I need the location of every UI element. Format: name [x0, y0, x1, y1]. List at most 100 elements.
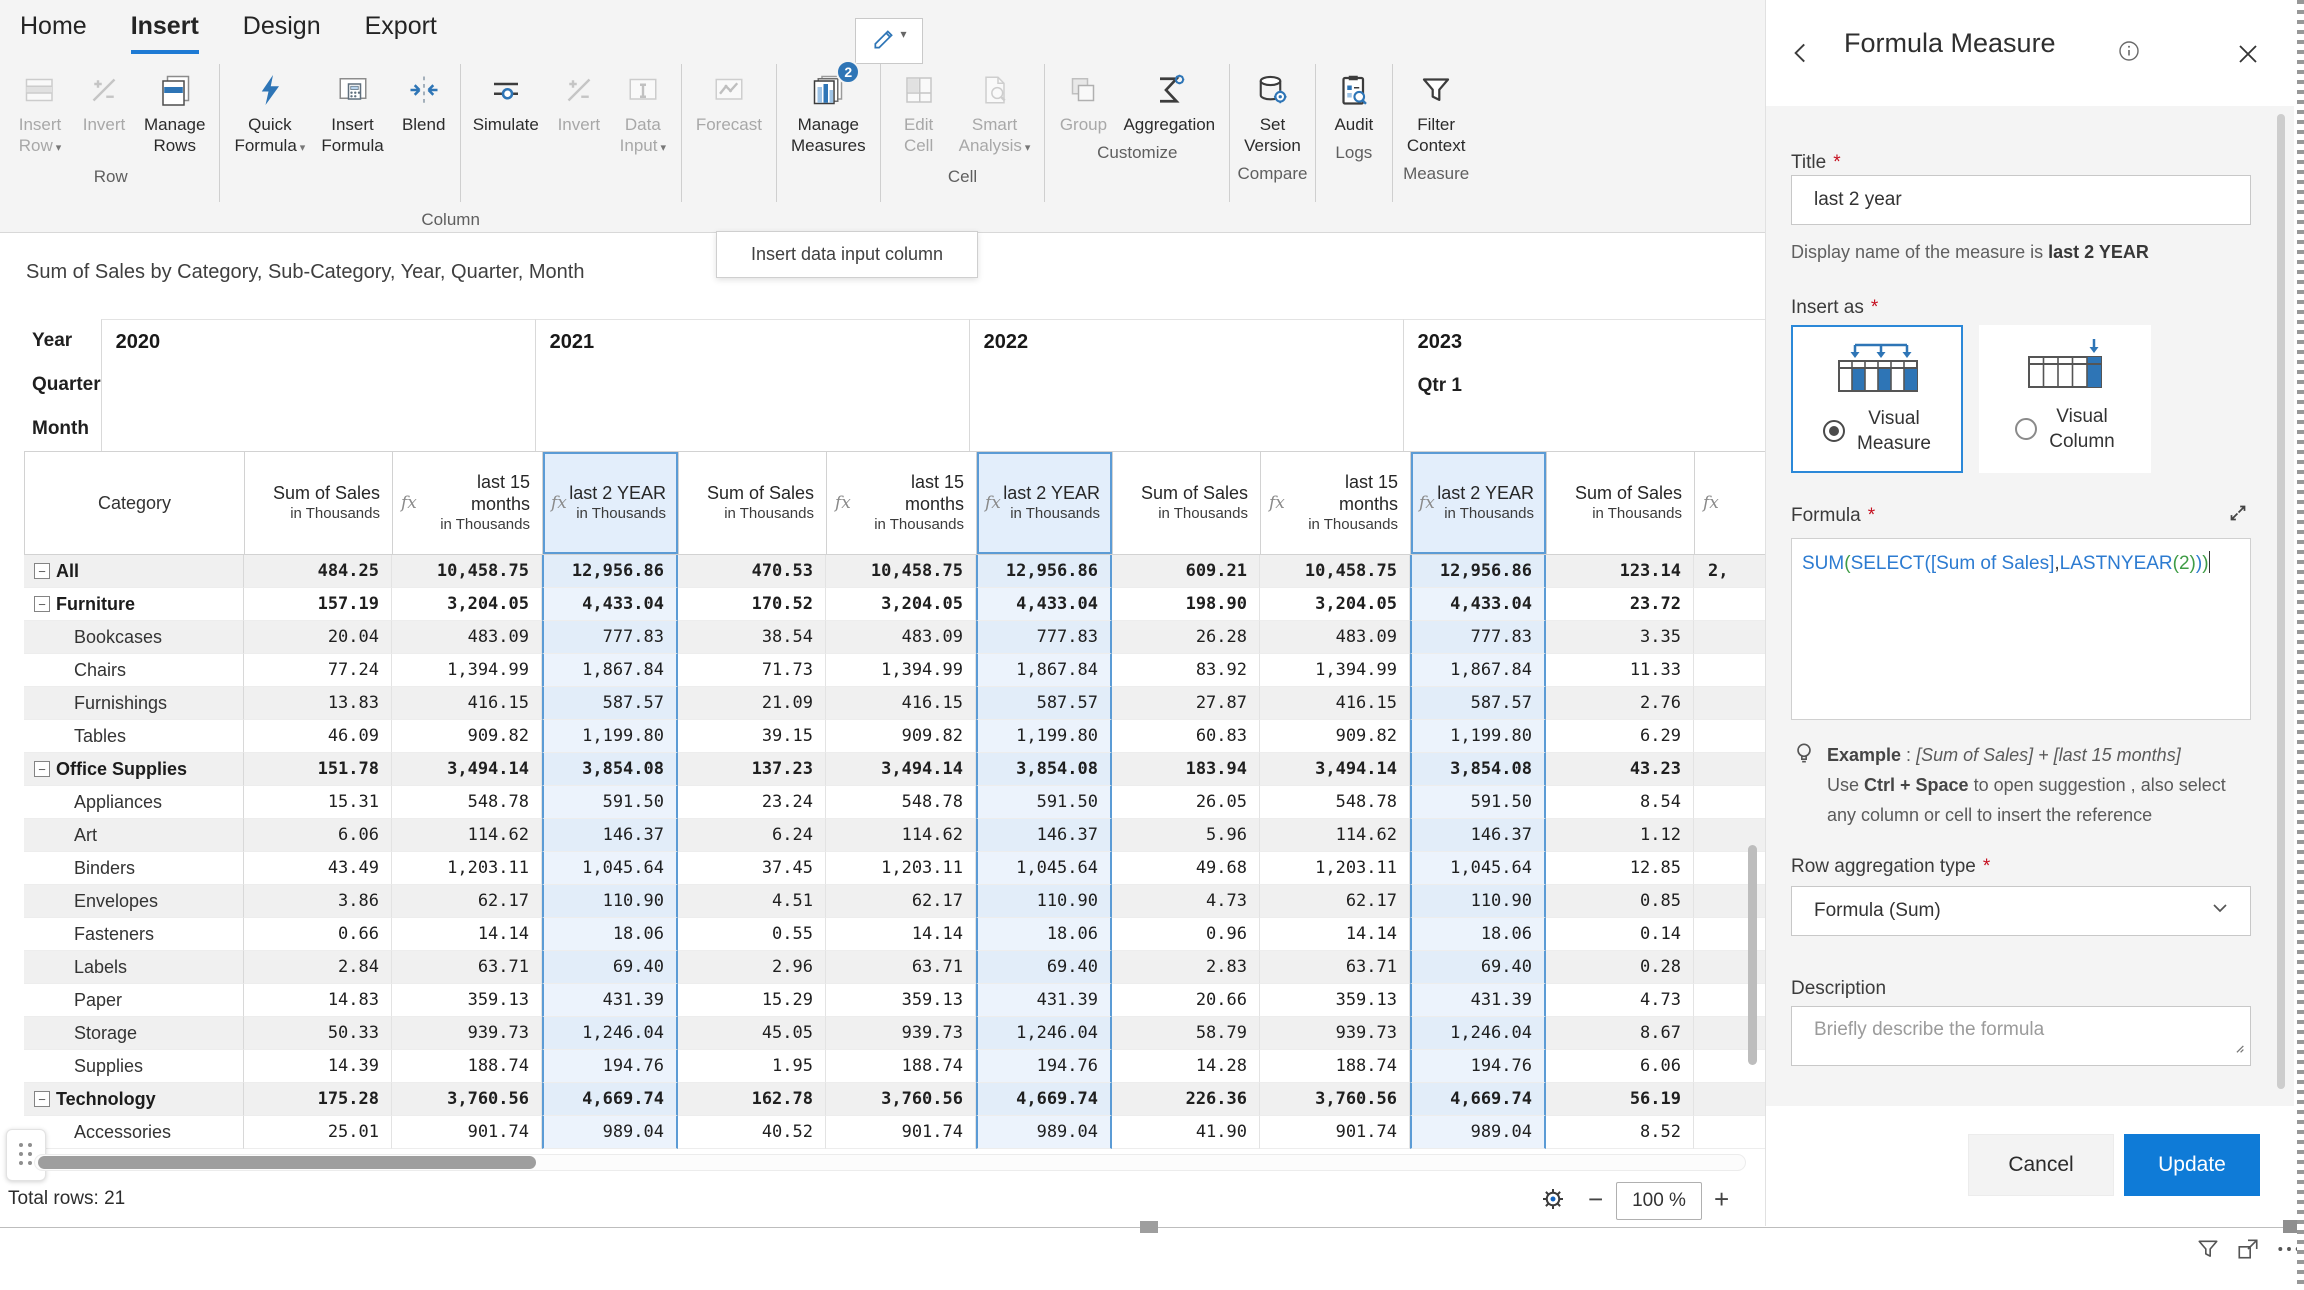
value-cell[interactable]: 1.12 — [1546, 819, 1694, 852]
row-label-accessories[interactable]: Accessories — [24, 1116, 244, 1149]
value-cell[interactable]: 14.39 — [244, 1050, 392, 1083]
radio-button[interactable] — [1823, 420, 1845, 442]
value-cell[interactable]: 18.06 — [1410, 918, 1546, 951]
last-15-months-header[interactable]: fxlast 15 monthsin Thousands — [1261, 451, 1411, 555]
sum-of-sales-header[interactable]: Sum of Salesin Thousands — [1113, 451, 1261, 555]
value-cell[interactable]: 2.84 — [244, 951, 392, 984]
value-cell[interactable]: 69.40 — [976, 951, 1112, 984]
value-cell[interactable]: 777.83 — [542, 621, 678, 654]
value-cell[interactable]: 151.78 — [244, 753, 392, 786]
value-cell[interactable]: 175.28 — [244, 1083, 392, 1116]
value-cell[interactable]: 62.17 — [392, 885, 542, 918]
value-cell[interactable]: 359.13 — [392, 984, 542, 1017]
value-cell[interactable]: 110.90 — [1410, 885, 1546, 918]
value-cell[interactable]: 587.57 — [542, 687, 678, 720]
value-cell[interactable]: 137.23 — [678, 753, 826, 786]
row-label-office-supplies[interactable]: −Office Supplies — [24, 753, 244, 786]
value-cell[interactable]: 989.04 — [976, 1116, 1112, 1149]
year-label[interactable]: 2022 — [984, 320, 1403, 364]
value-cell[interactable]: 0.55 — [678, 918, 826, 951]
value-cell[interactable] — [1694, 654, 1765, 687]
value-cell[interactable]: 1,045.64 — [976, 852, 1112, 885]
quick-formula-button[interactable]: QuickFormula▾ — [226, 62, 313, 159]
value-cell[interactable]: 43.49 — [244, 852, 392, 885]
value-cell[interactable]: 40.52 — [678, 1116, 826, 1149]
value-cell[interactable] — [1694, 687, 1765, 720]
value-cell[interactable]: 39.15 — [678, 720, 826, 753]
value-cell[interactable]: 1,203.11 — [392, 852, 542, 885]
value-cell[interactable]: 416.15 — [392, 687, 542, 720]
value-cell[interactable]: 77.24 — [244, 654, 392, 687]
value-cell[interactable]: 60.83 — [1112, 720, 1260, 753]
row-label-binders[interactable]: Binders — [24, 852, 244, 885]
value-cell[interactable]: 23.24 — [678, 786, 826, 819]
value-cell[interactable]: 3.35 — [1546, 621, 1694, 654]
value-cell[interactable]: 15.31 — [244, 786, 392, 819]
data-input-button[interactable]: DataInput▾ — [611, 62, 675, 159]
value-cell[interactable]: 183.94 — [1112, 753, 1260, 786]
description-textarea[interactable]: Briefly describe the formula — [1791, 1006, 2251, 1066]
value-cell[interactable]: 548.78 — [1260, 786, 1410, 819]
value-cell[interactable]: 11.33 — [1546, 654, 1694, 687]
value-cell[interactable]: 45.05 — [678, 1017, 826, 1050]
last-15-months-header[interactable]: fxlast 15 monthsin Thousands — [827, 451, 977, 555]
value-cell[interactable]: 3,494.14 — [826, 753, 976, 786]
value-cell[interactable]: 591.50 — [976, 786, 1112, 819]
last-2-year-header[interactable]: fxlast 2 YEARin Thousands — [1411, 451, 1547, 555]
value-cell[interactable]: 2.76 — [1546, 687, 1694, 720]
value-cell[interactable]: 63.71 — [826, 951, 976, 984]
insert-row-button[interactable]: InsertRow▾ — [8, 62, 72, 159]
value-cell[interactable] — [1694, 786, 1765, 819]
value-cell[interactable]: 431.39 — [1410, 984, 1546, 1017]
value-cell[interactable]: 71.73 — [678, 654, 826, 687]
value-cell[interactable]: 49.68 — [1112, 852, 1260, 885]
value-cell[interactable]: 12,956.86 — [542, 555, 678, 588]
value-cell[interactable]: 110.90 — [542, 885, 678, 918]
manage-measures-button[interactable]: 2ManageMeasures — [783, 62, 874, 156]
value-cell[interactable]: 58.79 — [1112, 1017, 1260, 1050]
value-cell[interactable]: 591.50 — [1410, 786, 1546, 819]
value-cell[interactable]: 1,246.04 — [976, 1017, 1112, 1050]
value-cell[interactable]: 83.92 — [1112, 654, 1260, 687]
value-cell[interactable]: 0.96 — [1112, 918, 1260, 951]
value-cell[interactable]: 0.85 — [1546, 885, 1694, 918]
insert-as-option-visual-measure[interactable]: VisualMeasure — [1791, 325, 1963, 473]
value-cell[interactable]: 1,394.99 — [826, 654, 976, 687]
value-cell[interactable]: 6.06 — [244, 819, 392, 852]
value-cell[interactable]: 4,669.74 — [976, 1083, 1112, 1116]
value-cell[interactable]: 170.52 — [678, 588, 826, 621]
value-cell[interactable]: 3.86 — [244, 885, 392, 918]
value-cell[interactable]: 198.90 — [1112, 588, 1260, 621]
value-cell[interactable]: 18.06 — [542, 918, 678, 951]
value-cell[interactable]: 62.17 — [826, 885, 976, 918]
collapse-icon[interactable]: − — [34, 761, 50, 777]
collapse-icon[interactable]: − — [34, 596, 50, 612]
value-cell[interactable]: 157.19 — [244, 588, 392, 621]
value-cell[interactable]: 5.96 — [1112, 819, 1260, 852]
value-cell[interactable]: 21.09 — [678, 687, 826, 720]
value-cell[interactable]: 14.28 — [1112, 1050, 1260, 1083]
value-cell[interactable] — [1694, 753, 1765, 786]
value-cell[interactable]: 4.51 — [678, 885, 826, 918]
value-cell[interactable]: 548.78 — [392, 786, 542, 819]
value-cell[interactable] — [1694, 1083, 1765, 1116]
sum-of-sales-header[interactable]: Sum of Salesin Thousands — [1547, 451, 1695, 555]
value-cell[interactable]: 4,669.74 — [1410, 1083, 1546, 1116]
value-cell[interactable]: 114.62 — [826, 819, 976, 852]
value-cell[interactable]: 8.67 — [1546, 1017, 1694, 1050]
last-2-year-header[interactable]: fxlast 2 YEARin Thousands — [543, 451, 679, 555]
splitter-handle[interactable] — [2283, 1220, 2297, 1233]
value-cell[interactable]: 1,203.11 — [826, 852, 976, 885]
zoom-level[interactable]: 100 % — [1616, 1182, 1702, 1220]
sum-of-sales-header[interactable]: Sum of Salesin Thousands — [245, 451, 393, 555]
filter-icon[interactable] — [2196, 1237, 2220, 1266]
value-cell[interactable]: 188.74 — [826, 1050, 976, 1083]
value-cell[interactable]: 1,199.80 — [542, 720, 678, 753]
value-cell[interactable]: 548.78 — [826, 786, 976, 819]
value-cell[interactable]: 26.28 — [1112, 621, 1260, 654]
simulate-button[interactable]: Simulate — [465, 62, 547, 135]
row-label-technology[interactable]: −Technology — [24, 1083, 244, 1116]
smart-analysis-button[interactable]: SmartAnalysis▾ — [951, 62, 1039, 159]
value-cell[interactable]: 25.01 — [244, 1116, 392, 1149]
title-input[interactable]: last 2 year — [1791, 175, 2251, 225]
